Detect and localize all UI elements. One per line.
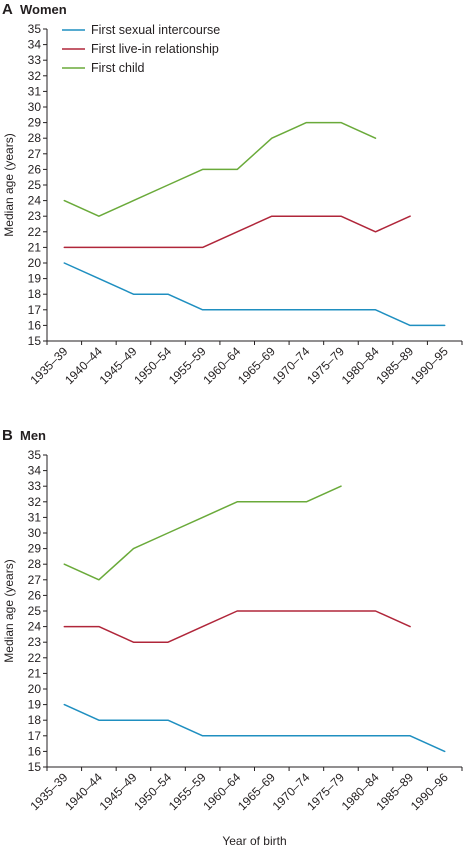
y-tick-label: 24: [28, 194, 42, 208]
y-tick-label: 22: [28, 225, 42, 239]
y-tick-label: 18: [28, 713, 42, 727]
y-tick-label: 26: [28, 588, 42, 602]
y-tick-label: 31: [28, 510, 42, 524]
panel-title: Men: [20, 428, 46, 443]
series-line-1: [63, 262, 446, 327]
y-tick-label: 34: [28, 38, 42, 52]
y-tick-label: 19: [28, 698, 42, 712]
y-tick-label: 20: [28, 256, 42, 270]
y-tick-label: 21: [28, 240, 42, 254]
y-tick-label: 21: [28, 666, 42, 680]
y-tick-label: 31: [28, 84, 42, 98]
y-tick-label: 16: [28, 744, 42, 758]
y-tick-label: 28: [28, 131, 42, 145]
series-line-3: [63, 121, 377, 217]
y-tick-label: 30: [28, 100, 42, 114]
chart-panel-a: A Women1516171819202122232425262728293031…: [2, 1, 463, 387]
y-tick-label: 29: [28, 542, 42, 556]
y-tick-label: 15: [28, 334, 42, 348]
y-tick-label: 17: [28, 303, 42, 317]
y-tick-label: 23: [28, 209, 42, 223]
y-tick-label: 18: [28, 287, 42, 301]
legend-label: First sexual intercourse: [91, 23, 220, 37]
y-tick-label: 32: [28, 69, 42, 83]
y-tick-label: 34: [28, 464, 42, 478]
y-tick-label: 26: [28, 162, 42, 176]
series-line-2: [63, 610, 411, 643]
x-tick-label: 1990–95: [408, 344, 451, 387]
series-line-3: [63, 485, 342, 581]
y-tick-label: 16: [28, 318, 42, 332]
y-tick-label: 25: [28, 178, 42, 192]
y-tick-label: 20: [28, 682, 42, 696]
y-tick-label: 23: [28, 635, 42, 649]
y-tick-label: 30: [28, 526, 42, 540]
legend-label: First child: [91, 61, 145, 75]
y-tick-label: 35: [28, 22, 42, 36]
y-tick-label: 35: [28, 448, 42, 462]
series-line-2: [63, 215, 411, 249]
legend-label: First live-in relationship: [91, 42, 219, 56]
panel-title: Women: [20, 2, 67, 17]
panel-letter: B: [2, 427, 13, 444]
y-tick-label: 27: [28, 147, 42, 161]
y-tick-label: 19: [28, 272, 42, 286]
y-tick-label: 33: [28, 53, 42, 67]
y-axis-label: Median age (years): [2, 559, 16, 662]
x-axis-label: Year of birth: [222, 834, 286, 848]
panel-letter: A: [2, 1, 13, 18]
y-tick-label: 32: [28, 495, 42, 509]
y-tick-label: 22: [28, 651, 42, 665]
y-tick-label: 28: [28, 557, 42, 571]
y-tick-label: 27: [28, 573, 42, 587]
y-tick-label: 17: [28, 729, 42, 743]
y-tick-label: 33: [28, 479, 42, 493]
x-tick-label: 1990–96: [408, 770, 451, 813]
y-tick-label: 29: [28, 116, 42, 130]
legend: First sexual intercourse First live-in re…: [62, 23, 220, 75]
series-line-1: [63, 703, 446, 753]
y-tick-label: 24: [28, 620, 42, 634]
y-tick-label: 15: [28, 760, 42, 774]
y-axis-label: Median age (years): [2, 133, 16, 236]
y-tick-label: 25: [28, 604, 42, 618]
